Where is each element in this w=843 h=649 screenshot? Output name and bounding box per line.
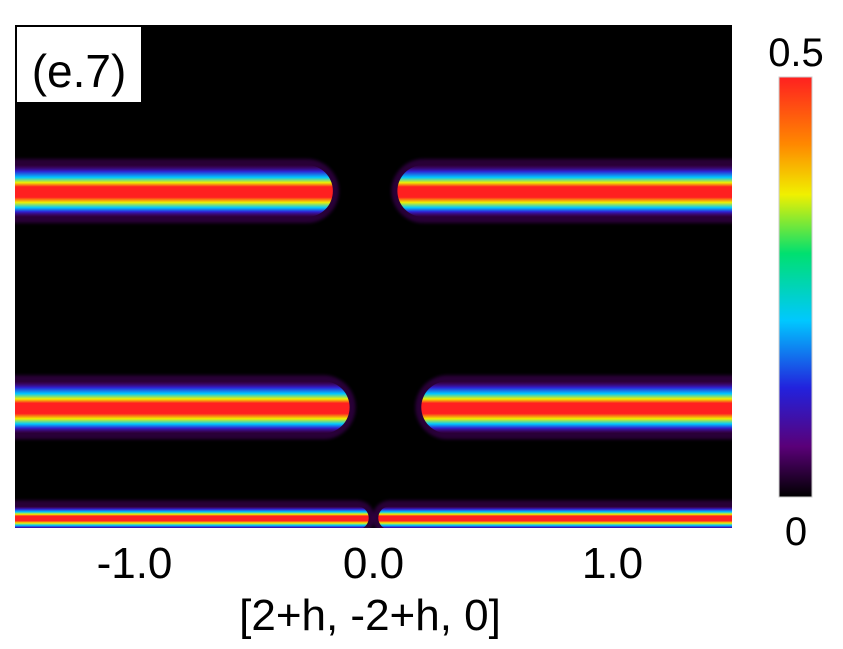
intensity-band	[397, 164, 732, 218]
heatmap-plot-area	[15, 25, 732, 528]
intensity-band	[15, 506, 369, 528]
colorbar-max-label: 0.5	[768, 31, 824, 75]
x-tick-labels: -1.0 0.0 1.0	[97, 539, 644, 588]
x-tick-label: 1.0	[582, 539, 643, 588]
panel-label: (e.7)	[32, 45, 127, 97]
intensity-band	[421, 381, 732, 434]
panel-label-box: (e.7)	[17, 27, 141, 102]
colorbar: 0.5 0	[768, 31, 824, 554]
x-tick-label: -1.0	[97, 539, 173, 588]
x-tick-label: 0.0	[343, 539, 404, 588]
colorbar-gradient	[778, 76, 813, 498]
heatmap-bands	[15, 158, 732, 528]
intensity-band	[15, 381, 350, 434]
colorbar-min-label: 0	[785, 510, 807, 554]
x-axis-label: [2+h, -2+h, 0]	[239, 591, 501, 640]
intensity-band	[15, 164, 333, 218]
intensity-band	[378, 506, 732, 528]
